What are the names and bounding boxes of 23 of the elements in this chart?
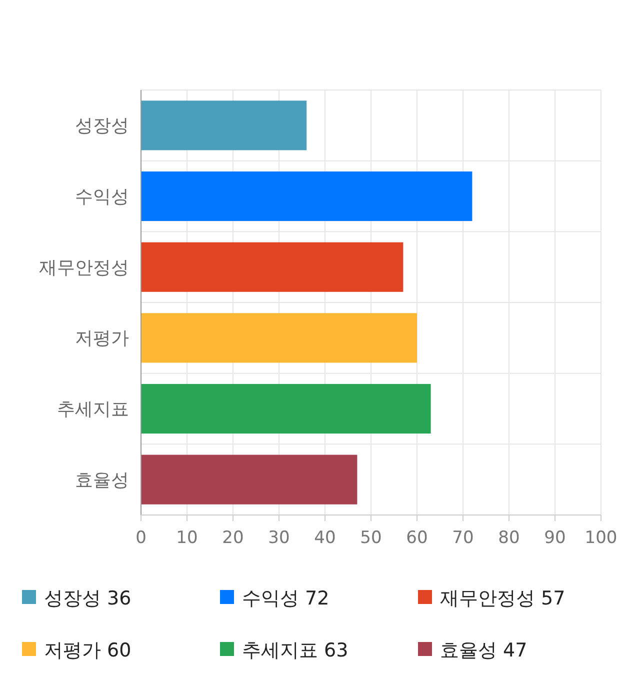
x-tick-label: 70 [452,528,474,548]
x-tick-label: 90 [544,528,566,548]
x-tick-label: 0 [136,528,146,548]
x-tick-label: 20 [222,528,244,548]
x-tick-label: 80 [498,528,520,548]
y-tick-label: 성장성 [75,116,129,137]
y-tick-label: 수익성 [75,186,129,208]
legend-label: 추세지표 63 [242,640,348,662]
x-tick-label: 100 [584,528,618,548]
legend-label: 효율성 47 [440,640,528,662]
y-tick-label: 효율성 [75,470,129,491]
x-tick-label: 60 [406,528,428,548]
legend-label: 성장성 36 [44,588,132,610]
x-tick-label: 50 [360,528,382,548]
x-tick-label: 40 [314,528,336,548]
y-tick-label: 재무안정성 [39,257,129,278]
y-tick-label: 저평가 [75,328,129,350]
legend-label: 저평가 60 [44,640,132,662]
legend-label: 수익성 72 [242,588,330,610]
legend-label: 재무안정성 57 [440,588,566,610]
x-tick-label: 10 [176,528,198,548]
y-tick-label: 추세지표 [57,399,129,420]
x-tick-label: 30 [268,528,290,548]
